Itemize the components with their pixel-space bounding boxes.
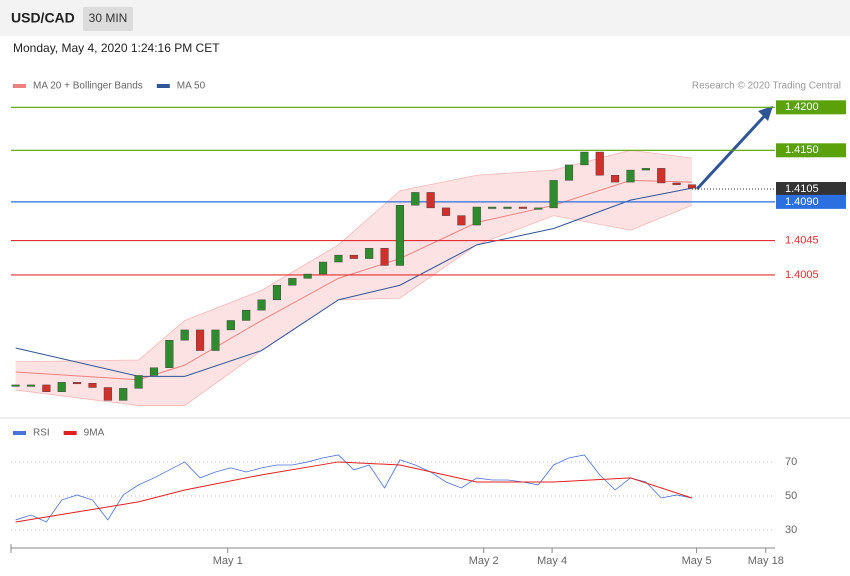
candle [73, 382, 82, 385]
candle [226, 320, 235, 331]
level-label: 1.4045 [785, 234, 819, 246]
y-tick-label: 70 [785, 456, 797, 468]
candle [380, 248, 389, 266]
legend-label: 9MA [84, 428, 105, 439]
candle [672, 182, 681, 185]
candle [426, 192, 435, 209]
candle [349, 254, 358, 259]
candle [165, 340, 174, 368]
candle [488, 206, 497, 209]
candle [687, 184, 697, 189]
candle [319, 261, 328, 275]
candle [242, 309, 251, 321]
legend-swatch [13, 431, 26, 435]
candle [503, 206, 512, 209]
x-tick-label: May 5 [682, 555, 712, 567]
candle [657, 168, 666, 184]
ma50-line [15, 187, 693, 377]
interval[interactable]: 30 MIN [89, 11, 128, 25]
candle [57, 382, 66, 392]
candle [641, 168, 650, 171]
legend-label: MA 50 [177, 81, 206, 92]
candle [564, 164, 574, 181]
x-tick-label: May 18 [748, 555, 784, 567]
level-label: 1.4150 [785, 144, 819, 156]
candle [288, 278, 297, 286]
candle [149, 367, 159, 376]
level-label: 1.4200 [785, 101, 819, 113]
candle [549, 180, 558, 209]
ma20-line [15, 179, 693, 381]
candle [180, 329, 189, 341]
y-tick-label: 30 [785, 524, 797, 536]
candle [534, 207, 543, 210]
candle [334, 254, 343, 263]
level-label: 1.4105 [785, 183, 819, 195]
series-line [15, 461, 693, 523]
bollinger-lower [15, 204, 693, 406]
timestamp: Monday, May 4, 2020 1:24:16 PM CET [13, 41, 220, 55]
candle [441, 207, 451, 216]
candle [303, 273, 312, 279]
interval-button[interactable] [83, 7, 133, 31]
candle [11, 384, 20, 387]
candle [196, 329, 205, 351]
level-box [776, 181, 846, 196]
candle [457, 215, 466, 226]
symbol: USD/CAD [11, 10, 75, 26]
candle [134, 375, 143, 389]
candle [88, 383, 97, 388]
level-box [776, 194, 846, 209]
level-label: 1.4090 [785, 196, 819, 208]
candle [365, 248, 374, 259]
candle [257, 299, 266, 311]
header-bar [0, 0, 850, 36]
bollinger-upper [15, 149, 693, 363]
candle [411, 192, 420, 206]
legend-swatch [156, 84, 170, 88]
series-line [15, 454, 693, 523]
y-tick-label: 50 [785, 490, 797, 502]
bollinger-fill [15, 150, 692, 406]
legend-label: MA 20 + Bollinger Bands [33, 81, 143, 92]
candle [580, 151, 589, 166]
candle [211, 329, 220, 351]
x-tick-label: May 4 [537, 555, 567, 567]
candle [395, 205, 404, 266]
candle [103, 387, 112, 401]
legend-label: RSI [33, 428, 50, 439]
forecast-arrowhead [758, 106, 773, 121]
candle [272, 285, 281, 301]
legend-swatch [63, 431, 77, 435]
candle [26, 384, 36, 387]
candle [518, 206, 527, 209]
candle [119, 388, 128, 401]
forecast-arrow [695, 108, 772, 191]
x-tick-label: May 2 [469, 555, 499, 567]
credit: Research © 2020 Trading Central [692, 81, 841, 92]
candle [611, 175, 620, 183]
level-box [776, 100, 846, 115]
candle [595, 151, 604, 176]
level-label: 1.4005 [785, 269, 819, 281]
candle [42, 384, 51, 392]
level-box [776, 143, 846, 158]
x-tick-label: May 1 [213, 555, 243, 567]
candle [472, 206, 481, 226]
legend-swatch [13, 84, 26, 88]
candle [626, 169, 635, 183]
